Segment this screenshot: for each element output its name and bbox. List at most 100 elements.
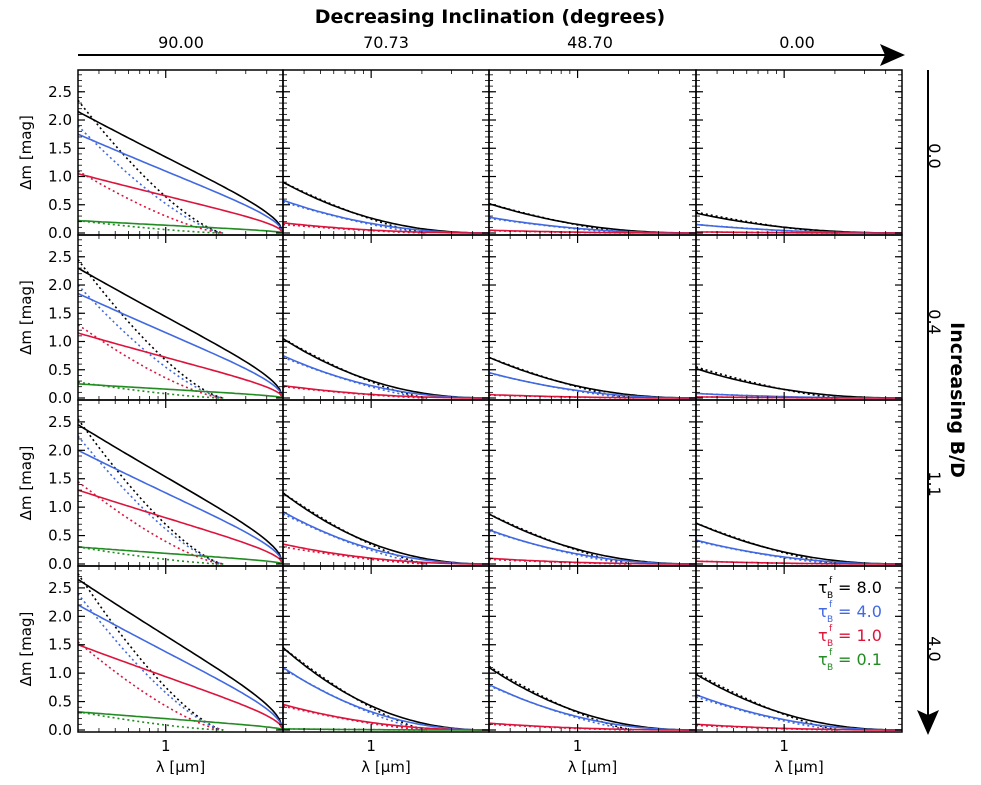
panel-frame [77, 69, 284, 236]
series-line-solid [77, 110, 284, 234]
series-line-dotted [282, 223, 428, 234]
series-line-dotted [695, 724, 841, 731]
series-line-solid [77, 172, 284, 234]
legend-label: = 1.0 [838, 626, 882, 645]
panel-frame [695, 399, 903, 567]
panel: 1 λ [μm] [488, 565, 697, 776]
y-axis-label: Δm [mag] [17, 115, 35, 190]
series-line-solid [77, 133, 284, 234]
series-line-solid [77, 267, 284, 399]
series-line-dotted [488, 558, 634, 565]
y-tick-label: 2.0 [48, 441, 72, 459]
series-line-solid [77, 424, 284, 565]
panel [282, 69, 490, 236]
series-line-solid [283, 728, 489, 731]
series-line-dotted [282, 546, 428, 565]
panel-frame [695, 69, 903, 236]
legend-symbol: τ [818, 602, 828, 621]
panel: 0.0 0.5 1.0 1.5 2.0 2.5 Δm [mag] [17, 69, 284, 242]
series-line-solid [282, 354, 489, 399]
series-line-dotted [77, 593, 224, 731]
bd-label: 1.1 [925, 471, 944, 496]
inclination-label: 48.70 [567, 33, 613, 52]
series-line-dotted [282, 356, 428, 399]
series-line-dotted [77, 641, 224, 731]
series-line-dotted [77, 170, 224, 234]
panel: 0.0 0.5 1.0 1.5 2.0 2.5 Δm [mag] 1 λ [μm] [17, 565, 284, 776]
panel: 0.0 0.5 1.0 1.5 2.0 2.5 Δm [mag] [17, 399, 284, 573]
y-tick-label: 2.5 [48, 579, 72, 597]
series-line-dotted [77, 284, 224, 399]
bd-labels: 0.0 0.4 1.1 4.0 [925, 143, 944, 661]
series-line-dotted [488, 723, 634, 731]
x-axis-label: λ [μm] [156, 758, 206, 776]
legend-symbol: τ [818, 626, 828, 645]
y-tick-label: 1.5 [48, 636, 72, 654]
panel [695, 69, 903, 236]
series-line-dotted [696, 396, 841, 399]
series-line-dotted [488, 217, 634, 234]
inclination-labels: 90.00 70.73 48.70 0.00 [158, 33, 815, 52]
series-line-solid [488, 557, 696, 565]
series-line-dotted [282, 513, 428, 565]
series-line-dotted [488, 394, 634, 399]
panel [488, 234, 697, 401]
series-line-dotted [282, 646, 428, 731]
series-line-dotted [282, 181, 428, 234]
series-line-solid [77, 711, 284, 731]
inclination-label: 90.00 [158, 33, 204, 52]
series-line-solid [282, 666, 489, 731]
chart-title: Decreasing Inclination (degrees) [315, 6, 666, 28]
panel: 1 λ [μm] [695, 565, 903, 776]
series-line-dotted [488, 684, 634, 731]
legend-label: = 8.0 [838, 578, 882, 597]
legend-label: = 0.1 [838, 650, 882, 669]
y-tick-label: 0.0 [48, 389, 72, 407]
y-tick-label: 2.5 [48, 248, 72, 266]
series-line-solid [77, 546, 284, 565]
panel [282, 234, 490, 401]
row-axis-title: Increasing B/D [946, 322, 968, 478]
y-tick-label: 1.0 [48, 168, 72, 186]
panel-frame [282, 399, 490, 567]
x-tick-label: 1 [161, 737, 171, 755]
x-axis-label: λ [μm] [774, 758, 824, 776]
series-line-dotted [695, 560, 841, 565]
y-tick-label: 0.5 [48, 196, 72, 214]
series-line-dotted [77, 323, 224, 399]
x-tick-label: 1 [366, 737, 376, 755]
legend-sub: B [827, 591, 833, 601]
series-line-dotted [282, 385, 428, 399]
series-line-dotted [77, 435, 224, 565]
panel-frame [488, 69, 697, 236]
legend-entry: τ fB = 4.0 [818, 600, 882, 625]
series-line-dotted [488, 530, 634, 565]
y-tick-label: 2.5 [48, 83, 72, 101]
legend-entry: τ fB = 8.0 [818, 576, 882, 601]
y-tick-label: 0.5 [48, 361, 72, 379]
y-tick-label: 0.5 [48, 527, 72, 545]
series-line-solid [488, 202, 696, 234]
panel-frame [77, 565, 284, 733]
legend-sub: B [827, 663, 833, 673]
series-line-solid [488, 683, 696, 731]
series-line-solid [695, 367, 902, 399]
series-line-solid [695, 212, 902, 234]
series-line-dotted [77, 573, 224, 731]
panel-frame [282, 234, 490, 401]
panel-frame [77, 234, 284, 401]
series-line-solid [696, 231, 902, 234]
series-line-solid [282, 543, 489, 565]
y-tick-label: 2.5 [48, 413, 72, 431]
y-tick-label: 1.5 [48, 470, 72, 488]
series-line-solid [695, 723, 902, 731]
series-line-solid [77, 383, 284, 399]
panel-frame [488, 399, 697, 567]
y-axis-label: Δm [mag] [17, 612, 35, 687]
series-line-dotted [488, 665, 635, 731]
series-line-solid [488, 722, 696, 731]
x-tick-label: 1 [779, 737, 789, 755]
y-tick-label: 1.5 [48, 304, 72, 322]
series-line-dotted [488, 513, 634, 565]
series-line-dotted [282, 201, 428, 234]
